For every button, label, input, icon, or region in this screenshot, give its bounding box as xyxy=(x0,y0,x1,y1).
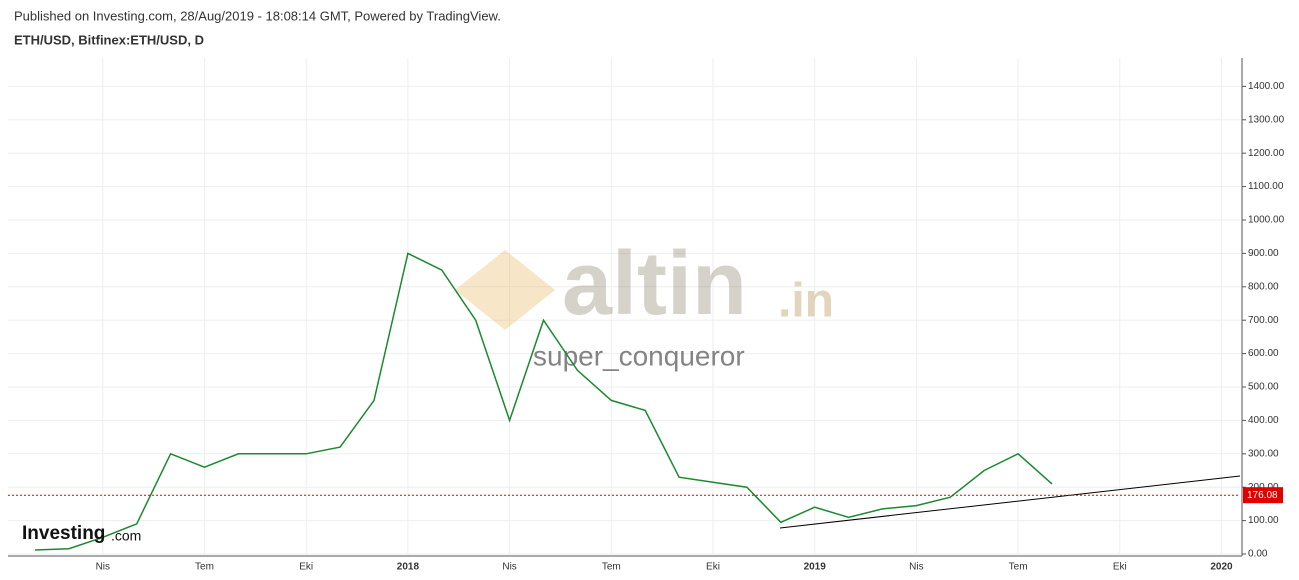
x-tick-label: Nis xyxy=(909,562,923,573)
y-tick-label: 1200.00 xyxy=(1248,148,1285,159)
y-tick-label: 700.00 xyxy=(1248,315,1279,326)
y-tick-label: 0.00 xyxy=(1248,549,1268,560)
chart-title: ETH/USD, Bitfinex:ETH/USD, D xyxy=(14,32,204,47)
x-tick-label: Eki xyxy=(706,562,720,573)
x-tick-label: Eki xyxy=(1113,562,1127,573)
logo: Investing xyxy=(22,523,105,544)
watermark-author: super_conqueror xyxy=(533,340,745,371)
price-line xyxy=(34,252,1053,551)
y-tick-label: 1000.00 xyxy=(1248,215,1285,226)
last-price-box xyxy=(1243,487,1283,504)
grid xyxy=(8,58,1240,555)
y-tick-label: 400.00 xyxy=(1248,415,1279,426)
trend-line xyxy=(779,475,1241,529)
watermark-icon xyxy=(455,250,555,330)
y-tick-label: 300.00 xyxy=(1248,448,1279,459)
x-tick-label: Nis xyxy=(96,562,110,573)
x-tick-label: Nis xyxy=(502,562,516,573)
y-tick-label: 100.00 xyxy=(1248,515,1279,526)
last-price-label: 176.08 xyxy=(1247,490,1278,501)
y-tick-label: 500.00 xyxy=(1248,382,1279,393)
y-tick-label: 900.00 xyxy=(1248,248,1279,259)
x-tick-label: 2018 xyxy=(397,562,420,573)
y-tick-label: 1100.00 xyxy=(1248,181,1284,192)
x-tick-label: 2019 xyxy=(804,562,827,573)
y-tick-label: 1300.00 xyxy=(1248,114,1285,125)
watermark-brand: altin xyxy=(562,234,747,334)
x-tick-label: Eki xyxy=(299,562,313,573)
x-tick-label: 2020 xyxy=(1210,562,1233,573)
y-tick-label: 600.00 xyxy=(1248,348,1279,359)
x-tick-label: Tem xyxy=(1009,562,1028,573)
subtitle: Published on Investing.com, 28/Aug/2019 … xyxy=(14,8,501,23)
logo-suffix: .com xyxy=(111,528,141,544)
watermark-suffix: .in xyxy=(778,275,834,328)
plot xyxy=(34,252,1053,551)
watermark: altin .in xyxy=(455,234,834,334)
y-tick-label: 800.00 xyxy=(1248,281,1279,292)
y-tick-label: 1400.00 xyxy=(1248,81,1285,92)
x-tick-label: Tem xyxy=(195,562,214,573)
x-tick-label: Tem xyxy=(602,562,621,573)
